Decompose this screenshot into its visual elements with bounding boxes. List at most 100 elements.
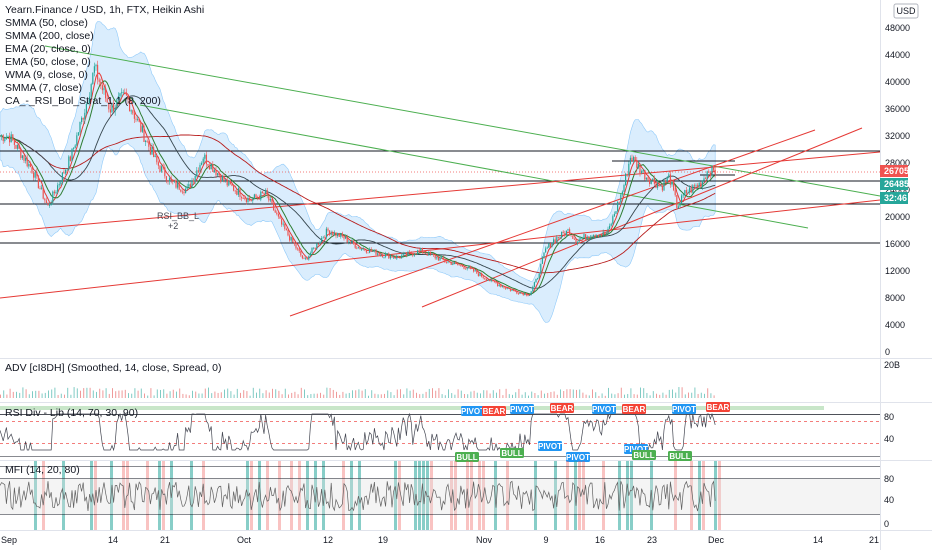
adv-bar (51, 389, 53, 398)
bull-tag-label: BULL (456, 453, 477, 462)
adv-bar (300, 387, 302, 398)
candle-body (76, 135, 78, 146)
candle-body (513, 290, 515, 291)
adv-bar (217, 392, 219, 398)
candle-body (295, 244, 297, 249)
candle-body (413, 254, 415, 256)
candle-body (341, 233, 343, 237)
candle-body (276, 212, 278, 215)
candle-body (543, 252, 545, 258)
time-axis[interactable]: Sep 14 21 Oct 12 19 Nov 9 16 23 Dec 14 21 (1, 535, 879, 545)
mfi-overbought-column (278, 461, 281, 530)
adv-bar (22, 387, 24, 398)
adv-bar (524, 392, 526, 398)
candle-body (553, 239, 555, 243)
candle-body (117, 96, 119, 100)
candle-body (527, 295, 529, 297)
candle-body (135, 118, 137, 120)
adv-axis-label: 20B (884, 360, 900, 370)
mfi-overbought-column (42, 461, 45, 530)
green-trendline (139, 104, 809, 229)
candle-body (15, 144, 17, 149)
candle-body (455, 262, 457, 264)
price-axis-tick: 0 (885, 347, 890, 357)
candle-body (170, 177, 172, 180)
candle-body (42, 187, 44, 199)
candle-body (487, 280, 489, 282)
red-trendline (289, 129, 816, 317)
candle-body (465, 268, 467, 270)
adv-bar (208, 387, 209, 398)
candle-body (359, 247, 361, 250)
candle-body (418, 250, 420, 252)
pivot-tag-label: PIVOT (672, 405, 696, 414)
candle-body (145, 140, 147, 143)
candle-body (573, 238, 575, 240)
candle-body (503, 286, 505, 288)
adv-bar (534, 393, 536, 398)
candle-body (596, 235, 598, 237)
adv-bar (25, 389, 27, 398)
candle-body (258, 197, 260, 200)
adv-bar (294, 391, 296, 398)
adv-bar (476, 392, 478, 398)
bull-tag-bg (500, 448, 524, 458)
mfi-pane-label: MFI (14, 20, 80) (5, 464, 80, 476)
candle-body (557, 237, 559, 238)
adv-bar (326, 387, 328, 398)
adv-bar (284, 388, 286, 398)
adv-bar (243, 390, 245, 398)
pivot-tag-label: PIVOT (592, 405, 616, 414)
mfi-overbought-column (266, 461, 269, 530)
candle-body (711, 165, 713, 176)
candle-body (121, 92, 123, 94)
adv-bar (134, 388, 136, 398)
adv-bar (515, 392, 517, 398)
adv-bar (675, 392, 677, 398)
candle-body (127, 95, 129, 101)
adv-bar (252, 387, 254, 398)
candle-body (498, 284, 500, 286)
candle-body (132, 110, 134, 114)
candle-body (49, 205, 51, 206)
candle-body (450, 262, 452, 265)
candle-body (673, 182, 675, 191)
adv-bar (627, 393, 629, 398)
candle-body (447, 261, 449, 263)
adv-bar (492, 390, 494, 398)
candle-body (649, 180, 651, 184)
candle-body (637, 163, 639, 168)
candle-body (364, 248, 366, 251)
candle-body (521, 292, 523, 294)
adv-bar (249, 395, 251, 398)
candle-body (569, 229, 571, 236)
candle-body (271, 199, 273, 203)
adv-bar (150, 388, 152, 398)
candle-body (482, 276, 484, 278)
candle-body (674, 190, 676, 196)
currency-badge[interactable]: USD (893, 3, 919, 19)
mfi-oversold-column (110, 461, 113, 530)
candle-body (321, 238, 323, 243)
pivot-tag-bg (461, 406, 485, 416)
candle-body (225, 179, 227, 181)
candle-body (500, 284, 502, 287)
adv-bar (19, 392, 21, 398)
adv-bar (649, 395, 651, 398)
candle-body (293, 242, 295, 245)
adv-bar (384, 393, 385, 398)
candle-body (45, 200, 47, 203)
candle-body (153, 147, 155, 157)
candle-body (477, 273, 479, 276)
pivot-tag-bg (592, 404, 616, 414)
adv-bar (166, 393, 168, 398)
candle-body (565, 230, 567, 236)
candle-body (420, 247, 422, 251)
candle-body (220, 175, 222, 182)
candle-body (479, 273, 481, 276)
candle-body (244, 198, 246, 200)
candle-body (509, 288, 511, 291)
ema-price-tag: 26485 (884, 179, 909, 189)
